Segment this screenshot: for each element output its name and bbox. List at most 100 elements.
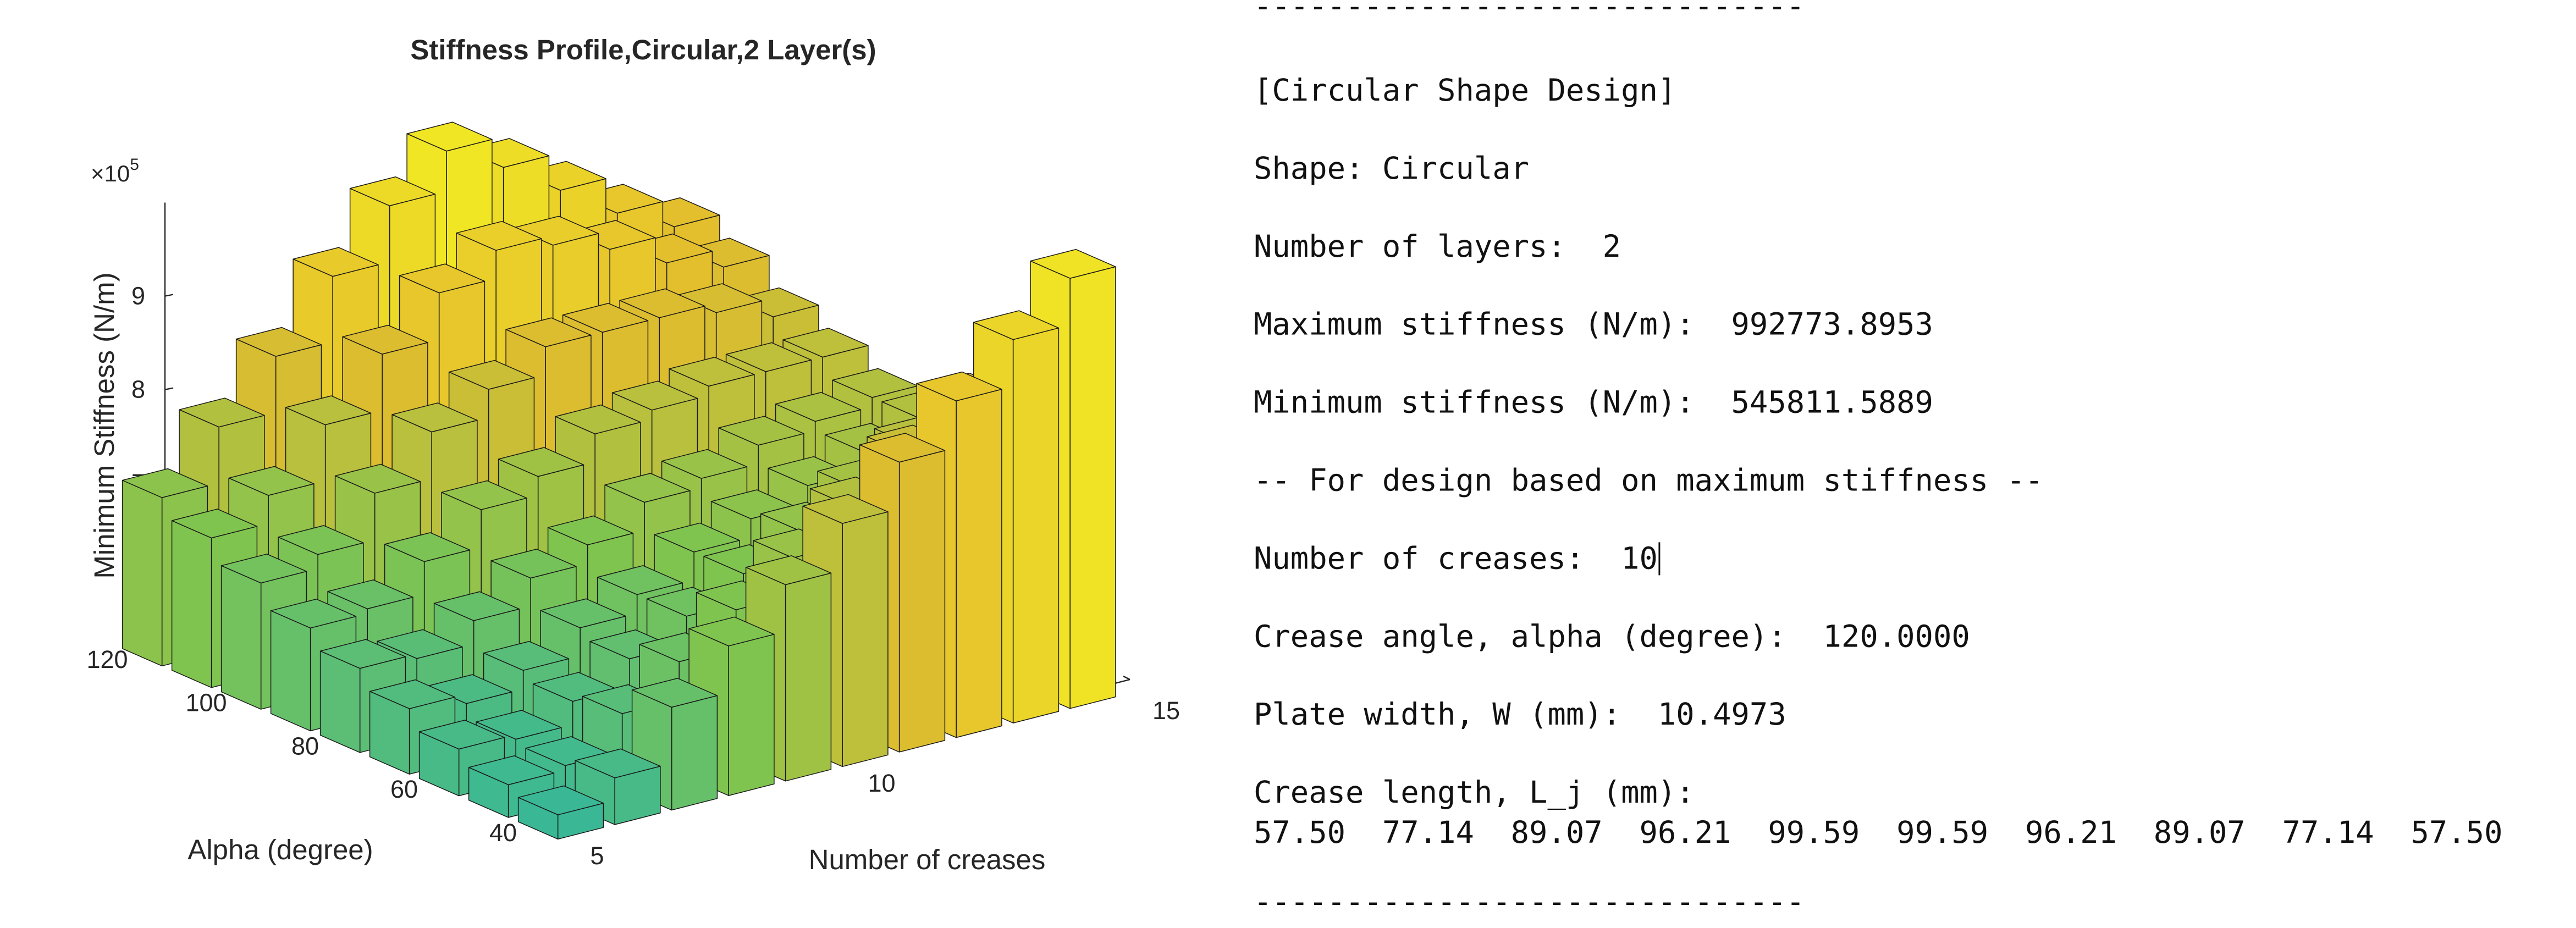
x-tick-label: 10 [868,769,895,797]
bar-face-top [562,302,649,333]
bar-face-top [406,121,493,152]
bar-face-front [842,511,889,767]
console-line: Maximum stiffness (N/m): 992773.8953 [1254,307,1933,343]
z-axis-label: Minimum Stiffness (N/m) [89,272,120,578]
bar-face-top [285,395,372,426]
bar-face-top [235,327,322,357]
bar-face-top [369,679,456,709]
bar-face-top [456,220,542,251]
bar-face-side [220,565,262,710]
bar-face-top [448,360,535,390]
bar-face-top [490,549,577,579]
bar-face-top [782,328,869,358]
bar-face-top [654,522,740,553]
console-rule: ------------------------------ [1254,0,1805,24]
bar-face-front [898,450,946,753]
bar-face-side [171,520,212,688]
bar-face-front [1012,327,1060,723]
bar-face-top [555,404,641,434]
bar-face-top [832,368,918,398]
bar-face-top [1030,248,1116,279]
console-line: Crease length, L_j (mm): [1254,775,1695,810]
console-line: -- For design based on maximum stiffness… [1254,462,2043,498]
bar-face-top [604,473,691,503]
bar-face-side [122,479,163,667]
y-tick-label: 100 [185,689,227,717]
bar-face-top [179,397,265,428]
console: ------------------------------ [Circular … [1254,0,2503,920]
bar-face-top [418,720,505,750]
y-tick-label: 40 [489,819,517,847]
multiplier-exponent: 5 [130,156,139,174]
x-tick-label: 5 [590,842,604,870]
bar-face-top [517,785,604,815]
bar-face-top [278,525,364,555]
y-axis-label: Alpha (degree) [187,834,373,865]
bar-face-top [669,357,755,387]
z-tick-label: 8 [131,375,145,404]
bar-face-top [745,555,832,585]
bar-face-top [171,509,258,539]
console-line: Shape: Circular [1254,151,1529,186]
bar-face-top [441,480,527,510]
bar-face-front [785,572,832,782]
bar-face-top [228,466,315,496]
z-multiplier: ×105 [91,156,139,186]
bar-face-top [433,591,520,621]
bar-face-top [468,755,555,786]
bar-face-front [956,389,1002,738]
bar-face-top [220,554,307,584]
chart-title: Stiffness Profile,Circular,2 Layer(s) [410,34,876,65]
bar-face-top [547,515,634,545]
bar-face-top [483,640,570,671]
x-tick [1123,675,1130,681]
y-tick-label: 120 [86,645,128,673]
console-line: Number of creases: 10 [1254,540,1658,576]
bar-face-top [319,639,406,669]
bar-face-top [802,494,889,524]
bar-face-top [661,449,748,479]
bar [517,785,604,840]
bar-face-top [725,342,812,372]
bar-face-side [319,650,361,753]
console-line: Number of layers: 2 [1254,229,1621,264]
bar-face-top [916,371,1002,401]
z-tick-label: 9 [131,282,145,310]
bar-face-top [597,565,683,595]
bar-face-top [505,317,592,347]
bar-face-top [973,310,1060,340]
bar-face-top [391,402,478,433]
bar-face-top [384,532,471,562]
bar-face-top [575,748,661,778]
x-axis-label: Number of creases [809,844,1046,875]
bar-face-top [619,288,705,318]
x-tick-label: 15 [1152,697,1180,725]
bar-face-top [498,447,584,477]
y-tick-label: 80 [291,732,319,760]
bar-face-top [349,176,436,207]
bar-face-top [631,678,718,708]
bar-face-top [327,579,413,610]
bar-face-top [775,392,862,422]
y-tick-label: 60 [390,775,418,803]
bar-face-top [334,463,421,494]
console-line: Minimum stiffness (N/m): 545811.5889 [1254,385,1933,421]
z-tick [164,387,174,390]
console-rule: ------------------------------ [1254,884,1805,920]
bar-face-top [611,380,698,411]
bar-face-front [728,634,775,796]
console-line: 57.50 77.14 89.07 96.21 99.59 99.59 96.2… [1254,815,2503,850]
bar-face-top [399,263,486,294]
bar-face-front [1069,266,1116,709]
plot-area: 678940608010012051015 [86,121,1180,870]
console-line: [Circular Shape Design] [1254,73,1676,108]
console-line: Plate width, W (mm): 10.4973 [1254,697,1786,732]
bar-face-top [540,598,626,628]
z-tick [164,294,174,297]
multiplier-base: ×10 [91,161,130,186]
bar-face-top [377,629,463,659]
bar-face-top [476,710,562,740]
bar-face-top [859,433,946,463]
